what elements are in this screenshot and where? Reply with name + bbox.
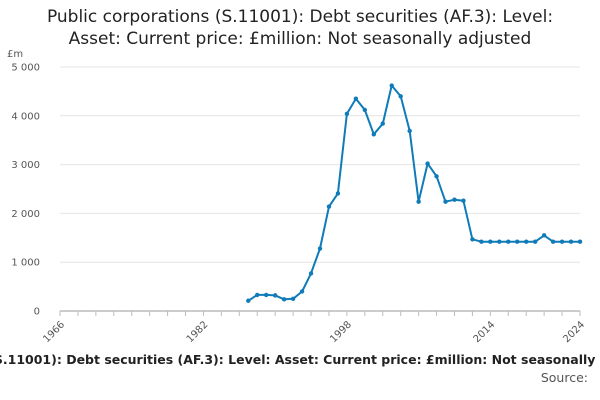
data-point — [299, 289, 305, 294]
grid-lines — [60, 66, 580, 312]
data-point — [335, 191, 341, 196]
x-tick-label: 2014 — [472, 319, 498, 345]
chart-title-line-2: Asset: Current price: £million: Not seas… — [68, 29, 532, 49]
y-tick-label: 3 000 — [11, 160, 40, 171]
data-point — [362, 107, 368, 113]
data-point — [497, 239, 502, 244]
x-tick-label: 2024 — [561, 319, 587, 345]
y-axis-label: £m — [7, 49, 23, 60]
data-point — [541, 233, 547, 238]
x-axis: 1966 1982 1998 2014 2024 — [41, 311, 587, 345]
data-point — [389, 83, 394, 88]
data-point — [443, 199, 448, 204]
data-point — [550, 239, 556, 244]
data-point — [264, 292, 269, 298]
chart-title-line-1: Public corporations (S.11001): Debt secu… — [46, 7, 554, 27]
y-tick-label: 5 000 — [11, 63, 40, 74]
data-point — [416, 199, 421, 204]
data-point — [246, 298, 251, 303]
x-tick-label: 1998 — [328, 319, 354, 345]
series-line — [247, 84, 580, 302]
data-point — [317, 246, 323, 251]
data-point — [524, 239, 529, 244]
data-series — [246, 83, 583, 303]
data-point — [290, 296, 296, 301]
chart-caption-text: Public corporations (S.11001): Debt secu… — [0, 352, 600, 367]
data-point — [532, 239, 538, 244]
data-point — [479, 239, 484, 244]
data-point — [470, 237, 475, 242]
data-point — [326, 204, 332, 209]
chart-title: Public corporations (S.11001): Debt secu… — [0, 6, 600, 50]
data-point — [371, 132, 376, 137]
data-point — [434, 174, 439, 179]
source-label: Source: — [540, 370, 588, 385]
data-point — [568, 239, 574, 244]
data-point — [506, 239, 511, 244]
data-point — [577, 239, 583, 244]
y-tick-label: 2 000 — [11, 209, 40, 220]
x-tick-label: 1966 — [41, 319, 67, 345]
x-tick-label: 1982 — [185, 319, 211, 345]
data-point — [515, 239, 520, 244]
data-point — [407, 128, 412, 134]
data-point — [344, 111, 350, 117]
data-point — [425, 161, 430, 166]
data-point — [461, 198, 466, 203]
data-point — [380, 121, 385, 126]
y-tick-label: 0 — [34, 307, 40, 318]
data-point — [452, 197, 457, 202]
chart-caption: Public corporations (S.11001): Debt secu… — [0, 352, 600, 367]
y-axis: 0 1 000 2 000 3 000 4 000 5 000 — [11, 63, 40, 318]
data-point — [353, 96, 359, 101]
data-point — [255, 292, 260, 298]
data-point — [488, 239, 493, 244]
data-point — [398, 94, 403, 99]
data-point — [559, 239, 565, 244]
y-tick-label: 1 000 — [11, 258, 40, 269]
data-point — [308, 271, 314, 276]
data-point — [281, 297, 287, 302]
data-point — [272, 293, 278, 298]
y-tick-label: 4 000 — [11, 111, 40, 122]
